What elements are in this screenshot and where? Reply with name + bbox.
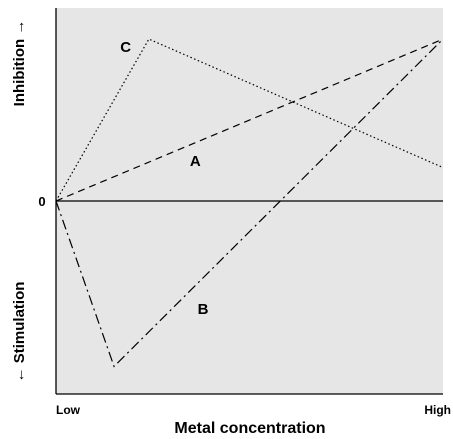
- series-label-a: A: [190, 153, 201, 170]
- series-layer: [55, 38, 444, 368]
- x-tick-label-high: High: [424, 403, 451, 417]
- series-line-c: [55, 38, 444, 202]
- series-line-b: [55, 38, 444, 368]
- y-axis-label-stimulation: ← Stimulation: [11, 282, 28, 383]
- y-zero-tick-label: 0: [38, 194, 45, 209]
- x-tick-label-low: Low: [56, 403, 81, 417]
- series-line-a: [55, 38, 444, 202]
- y-axis-label-inhibition: Inhibition →: [11, 20, 28, 107]
- x-axis-label: Metal concentration: [174, 420, 325, 437]
- series-label-layer: A B C: [120, 39, 208, 318]
- series-label-b: B: [198, 301, 209, 318]
- series-label-c: C: [120, 39, 131, 56]
